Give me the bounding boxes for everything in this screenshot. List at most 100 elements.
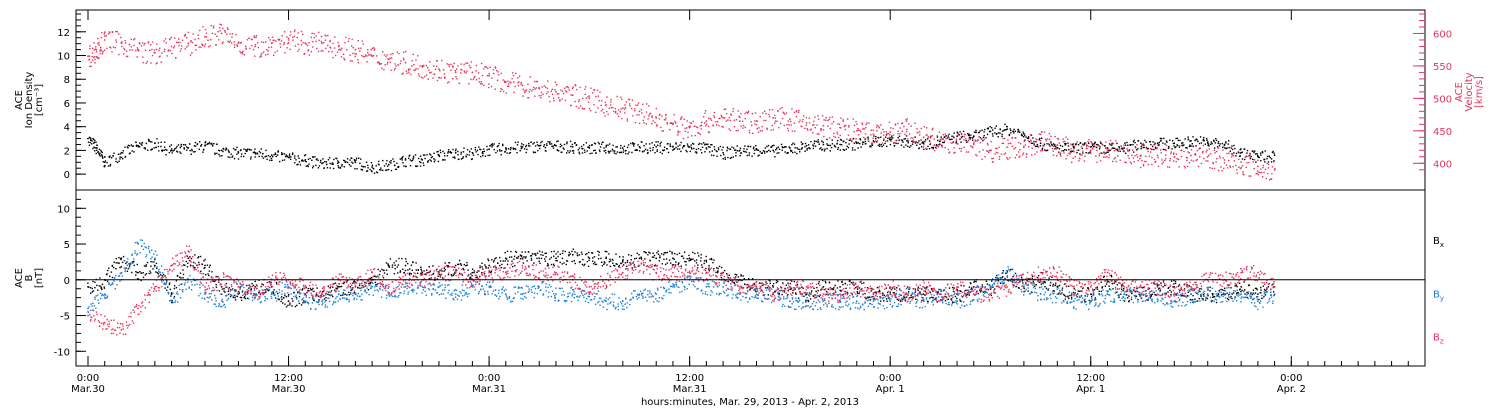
data-point <box>313 299 315 302</box>
data-point <box>294 155 296 157</box>
data-point <box>279 46 282 48</box>
data-point <box>925 287 928 289</box>
data-point <box>1223 289 1225 292</box>
data-point <box>737 279 740 282</box>
data-point <box>618 264 620 267</box>
data-point <box>240 149 242 151</box>
data-point <box>294 305 297 308</box>
value-point <box>688 126 691 129</box>
data-point <box>502 144 504 147</box>
data-point <box>218 150 221 152</box>
data-point <box>1242 173 1244 175</box>
data-point <box>367 167 369 169</box>
data-point <box>1196 292 1198 294</box>
data-point <box>1190 159 1193 161</box>
data-point <box>607 144 609 146</box>
data-point <box>917 289 919 292</box>
data-point <box>318 295 320 297</box>
data-point <box>837 148 839 150</box>
data-point <box>903 138 905 140</box>
data-point <box>694 252 696 255</box>
data-point <box>953 152 955 154</box>
data-point <box>273 39 275 42</box>
data-point <box>916 141 918 144</box>
data-point <box>337 160 339 162</box>
data-point <box>746 148 748 150</box>
data-point <box>408 157 410 159</box>
data-point <box>392 158 394 160</box>
data-point <box>223 148 225 150</box>
data-point <box>506 250 509 252</box>
data-point <box>271 159 273 161</box>
data-point <box>324 34 326 36</box>
data-point <box>850 140 853 142</box>
data-point <box>929 291 931 294</box>
data-point <box>871 143 873 145</box>
data-point <box>888 121 891 123</box>
data-point <box>860 146 862 148</box>
data-point <box>262 41 265 44</box>
data-point <box>386 159 388 162</box>
data-point <box>864 140 867 143</box>
data-point <box>165 154 167 156</box>
data-point <box>331 163 333 165</box>
data-point <box>856 288 859 290</box>
data-point <box>100 149 102 152</box>
data-point <box>679 118 682 120</box>
value-point <box>204 144 206 147</box>
data-point <box>523 256 525 258</box>
data-point <box>316 47 318 50</box>
data-point <box>1031 154 1033 156</box>
data-point <box>208 274 210 277</box>
data-point <box>231 36 233 38</box>
data-point <box>140 272 143 274</box>
data-point <box>623 108 626 110</box>
data-point <box>626 146 629 149</box>
data-point <box>610 101 612 103</box>
value-point <box>956 142 958 145</box>
data-point <box>591 152 593 154</box>
data-point <box>1217 141 1220 143</box>
data-point <box>1131 292 1133 295</box>
data-point <box>1197 165 1200 168</box>
data-point <box>757 149 760 151</box>
data-point <box>128 263 130 265</box>
value-point <box>137 144 140 147</box>
data-point <box>95 51 98 53</box>
data-point <box>490 271 493 273</box>
data-point <box>1192 145 1195 148</box>
data-point <box>1191 145 1193 147</box>
data-point <box>520 145 522 148</box>
data-point <box>877 144 880 147</box>
data-point <box>482 68 485 70</box>
data-point <box>657 144 659 146</box>
data-point <box>1115 281 1117 283</box>
data-point <box>905 120 908 122</box>
data-point <box>1103 276 1105 278</box>
data-point <box>482 268 484 270</box>
data-point <box>142 276 145 279</box>
data-point <box>1081 154 1083 156</box>
data-point <box>553 255 555 257</box>
data-point <box>722 158 724 160</box>
data-point <box>1249 153 1251 155</box>
data-point <box>1123 300 1126 302</box>
data-point <box>575 144 577 146</box>
data-point <box>716 150 718 153</box>
data-point <box>414 154 417 156</box>
data-point <box>246 284 248 287</box>
data-point <box>783 146 785 148</box>
data-point <box>441 270 443 272</box>
data-point <box>114 288 116 290</box>
data-point <box>118 274 121 277</box>
data-point <box>744 126 746 129</box>
data-point <box>131 49 133 51</box>
data-point <box>954 151 956 154</box>
data-point <box>962 130 965 133</box>
data-point <box>1213 149 1216 151</box>
data-point <box>211 143 213 145</box>
data-point <box>937 146 939 148</box>
data-point <box>1190 299 1192 301</box>
data-point <box>329 39 331 42</box>
data-point <box>415 276 418 278</box>
